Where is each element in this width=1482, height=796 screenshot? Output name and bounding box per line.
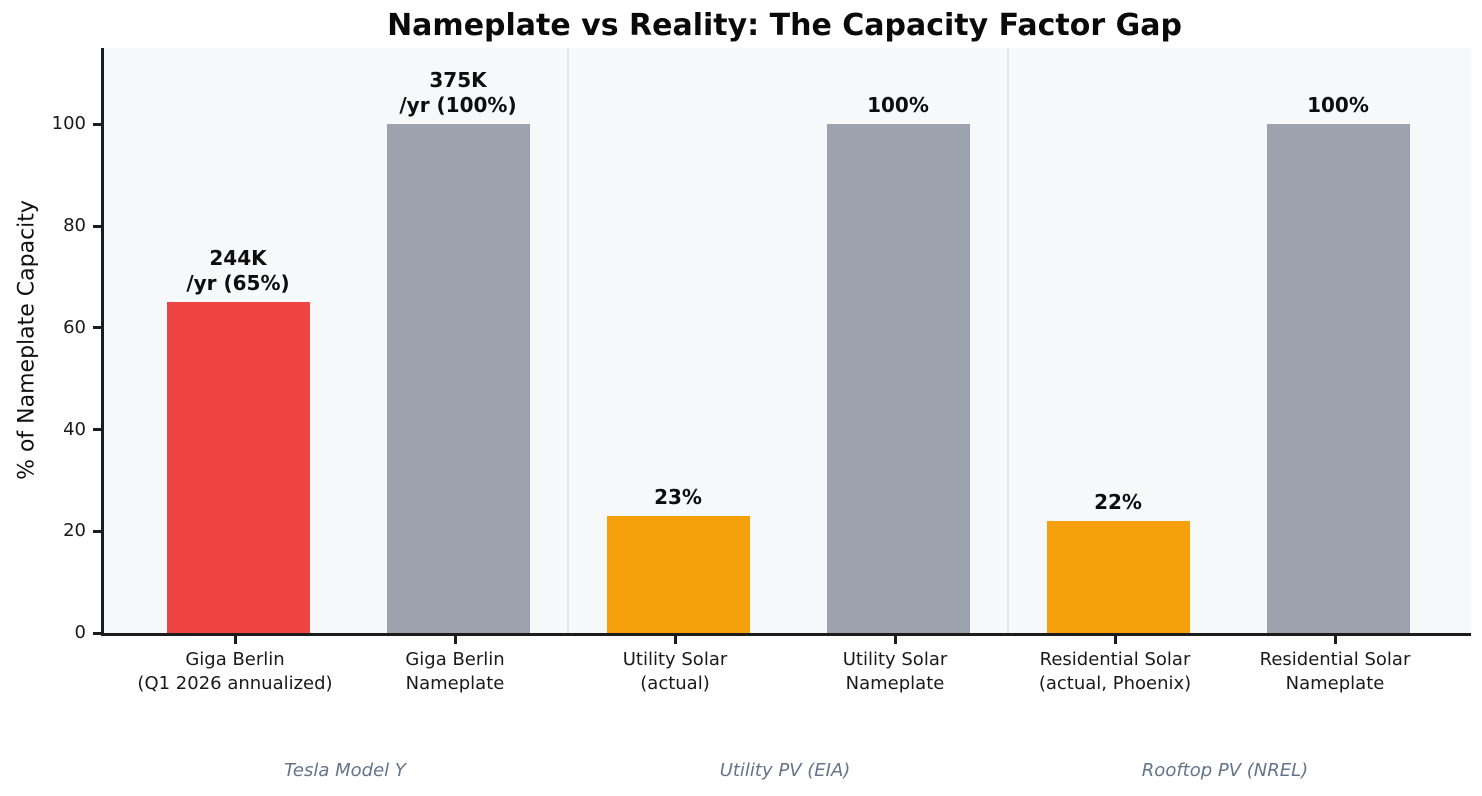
bar-value-label: 23%	[654, 485, 702, 509]
group-label: Utility PV (EIA)	[719, 760, 851, 781]
y-tick-mark	[93, 631, 101, 635]
bar	[826, 124, 970, 633]
x-tick-label: Utility Solar (actual)	[622, 649, 728, 694]
plot-area: 244K /yr (65%) 375K /yr (100%) 23% 100% 22% 1…	[101, 48, 1471, 636]
group-divider	[567, 48, 569, 633]
y-tick-label: 60	[63, 316, 86, 338]
bar-value-label: 100%	[1307, 93, 1369, 118]
group-label: Tesla Model Y	[284, 760, 406, 781]
x-tick-mark	[1333, 636, 1337, 644]
y-tick-mark	[93, 428, 101, 432]
bar-value-label: 375K /yr (100%)	[399, 68, 517, 118]
bar-value-label: 244K /yr (65%)	[186, 246, 290, 296]
y-tick-mark	[93, 529, 101, 533]
x-tick-mark	[233, 636, 237, 644]
y-tick-mark	[93, 122, 101, 126]
x-tick-label: Giga Berlin Nameplate	[405, 649, 505, 694]
y-tick-label: 20	[63, 520, 86, 542]
y-tick-label: 80	[63, 215, 86, 237]
y-tick-label: 0	[74, 622, 86, 643]
bar	[1046, 521, 1190, 633]
bar	[606, 516, 750, 633]
bar-value-label: 22%	[1094, 490, 1142, 515]
x-tick-mark	[673, 636, 677, 644]
chart-title: Nameplate vs Reality: The Capacity Facto…	[387, 8, 1182, 43]
group-divider	[1007, 48, 1009, 633]
bar	[1266, 124, 1410, 633]
bar	[386, 124, 530, 633]
x-tick-mark	[1113, 636, 1117, 644]
bar	[166, 302, 310, 633]
y-tick-label: 40	[63, 418, 86, 440]
x-tick-label: Residential Solar (actual, Phoenix)	[1038, 649, 1192, 694]
y-tick-label: 100	[51, 113, 86, 135]
x-tick-mark	[893, 636, 897, 644]
y-tick-mark	[93, 326, 101, 330]
x-tick-mark	[453, 636, 457, 644]
x-tick-label: Residential Solar Nameplate	[1259, 649, 1411, 694]
group-label: Rooftop PV (NREL)	[1141, 760, 1309, 781]
bar-value-label: 100%	[867, 93, 929, 118]
x-tick-label: Utility Solar Nameplate	[842, 649, 948, 694]
y-tick-mark	[93, 224, 101, 228]
x-tick-label: Giga Berlin (Q1 2026 annualized)	[137, 649, 333, 694]
